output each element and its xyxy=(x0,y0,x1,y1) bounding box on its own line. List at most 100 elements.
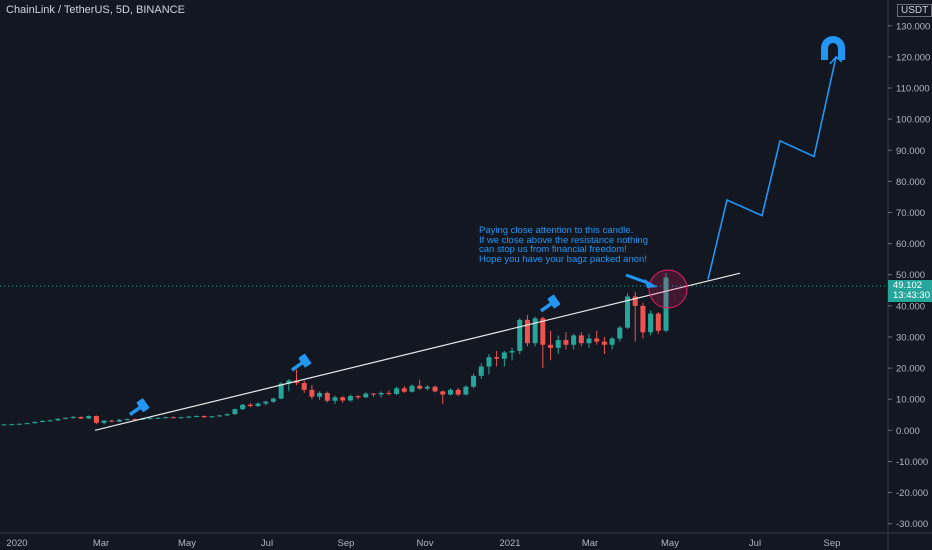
hammer-markers xyxy=(128,294,561,417)
candle xyxy=(355,395,361,400)
candle xyxy=(501,350,507,367)
currency-button[interactable]: USDT xyxy=(897,4,932,17)
candle-body xyxy=(609,338,615,345)
candle xyxy=(486,354,492,375)
annotation-text[interactable]: Paying close attention to this candle. I… xyxy=(479,226,648,264)
candle-body xyxy=(109,420,115,422)
candle xyxy=(532,316,538,347)
candle-body xyxy=(563,340,569,345)
candle xyxy=(32,421,38,424)
candle-body xyxy=(571,335,577,345)
candle-body xyxy=(447,389,453,395)
candle xyxy=(555,335,561,355)
candle xyxy=(509,347,515,361)
candle xyxy=(548,330,554,361)
magnet-icon xyxy=(821,36,845,60)
candle-body xyxy=(378,392,384,395)
candle-body xyxy=(409,385,415,392)
candle xyxy=(540,316,546,369)
candle xyxy=(378,391,384,398)
candle xyxy=(409,384,415,393)
highlight-circle[interactable] xyxy=(648,269,688,309)
candles-layer xyxy=(1,273,669,426)
candle-body xyxy=(394,388,400,394)
bar-countdown: 13:43:30 xyxy=(893,290,930,301)
x-tick-label: Nov xyxy=(417,538,434,549)
candle-body xyxy=(324,392,330,401)
candle-body xyxy=(540,318,546,345)
y-tick-label: 80.000 xyxy=(896,177,925,188)
candle xyxy=(455,387,461,397)
candle xyxy=(571,333,577,350)
candle xyxy=(24,422,30,425)
candle xyxy=(78,416,84,420)
candle-body xyxy=(640,305,646,333)
candle xyxy=(270,397,276,403)
candle xyxy=(524,315,530,347)
candle-body xyxy=(478,366,484,376)
candle-body xyxy=(147,418,153,420)
candle xyxy=(39,420,45,423)
candle xyxy=(209,415,215,418)
candle xyxy=(101,420,107,425)
candle xyxy=(447,388,453,396)
candle-body xyxy=(132,419,138,421)
candle-body xyxy=(424,386,430,389)
projection-path[interactable] xyxy=(707,56,837,280)
candle-body xyxy=(193,415,199,417)
candle-body xyxy=(340,397,346,401)
hammer-icon xyxy=(539,294,561,313)
arrow-to-candle xyxy=(625,273,658,288)
y-tick-label: 20.000 xyxy=(896,364,925,375)
candle-body xyxy=(55,418,61,421)
hammer-icon xyxy=(290,353,312,372)
candle-body xyxy=(578,335,584,344)
x-tick-label: Mar xyxy=(582,538,598,549)
candle-body xyxy=(332,397,338,401)
candle xyxy=(1,424,7,426)
price-axis[interactable]: 130.000 120.000 110.000 100.000 90.000 80.000… xyxy=(887,0,930,550)
candle-body xyxy=(317,392,323,397)
candle-body xyxy=(309,389,315,397)
candle-body xyxy=(463,386,469,395)
candle xyxy=(93,415,99,425)
candle xyxy=(55,418,61,421)
candle-body xyxy=(532,318,538,344)
candle xyxy=(124,418,130,421)
annotation-line: Paying close attention to this candle. xyxy=(479,225,634,236)
annotation-line: Hope you have your bagz packed anon! xyxy=(479,253,647,265)
chart-title: ChainLink / TetherUS, 5D, BINANCE xyxy=(6,4,185,16)
candle xyxy=(147,417,153,420)
y-tick-label: 30.000 xyxy=(896,332,925,343)
candle-body xyxy=(93,415,99,423)
candle xyxy=(263,400,269,406)
candle xyxy=(517,318,523,355)
candle-body xyxy=(163,417,169,419)
candle xyxy=(640,302,646,339)
candle xyxy=(163,416,169,419)
x-tick-label: Sep xyxy=(338,538,355,549)
x-tick-label: Mar xyxy=(93,538,109,549)
annotation-line: can stop us from financial freedom! xyxy=(479,244,627,255)
candle-body xyxy=(601,341,607,345)
x-tick-label: May xyxy=(178,538,196,549)
y-tick-label: 110.000 xyxy=(896,84,930,95)
candle-body xyxy=(509,350,515,353)
candle-body xyxy=(301,383,307,390)
candle-body xyxy=(178,417,184,419)
candle-body xyxy=(632,296,638,306)
candle xyxy=(186,415,192,418)
time-axis[interactable]: 2020 Mar May Jul Sep Nov 2021 Mar May Jul Sep xyxy=(0,532,932,549)
candle xyxy=(217,414,223,417)
candle-body xyxy=(63,417,69,419)
candle xyxy=(578,332,584,347)
resistance-trendline[interactable] xyxy=(94,272,741,431)
candle-body xyxy=(363,393,369,398)
candle-body xyxy=(655,313,661,331)
candle xyxy=(317,391,323,400)
y-tick-label: 60.000 xyxy=(896,239,925,250)
candle xyxy=(394,386,400,396)
candle xyxy=(286,378,292,392)
hammer-icon xyxy=(128,398,150,417)
